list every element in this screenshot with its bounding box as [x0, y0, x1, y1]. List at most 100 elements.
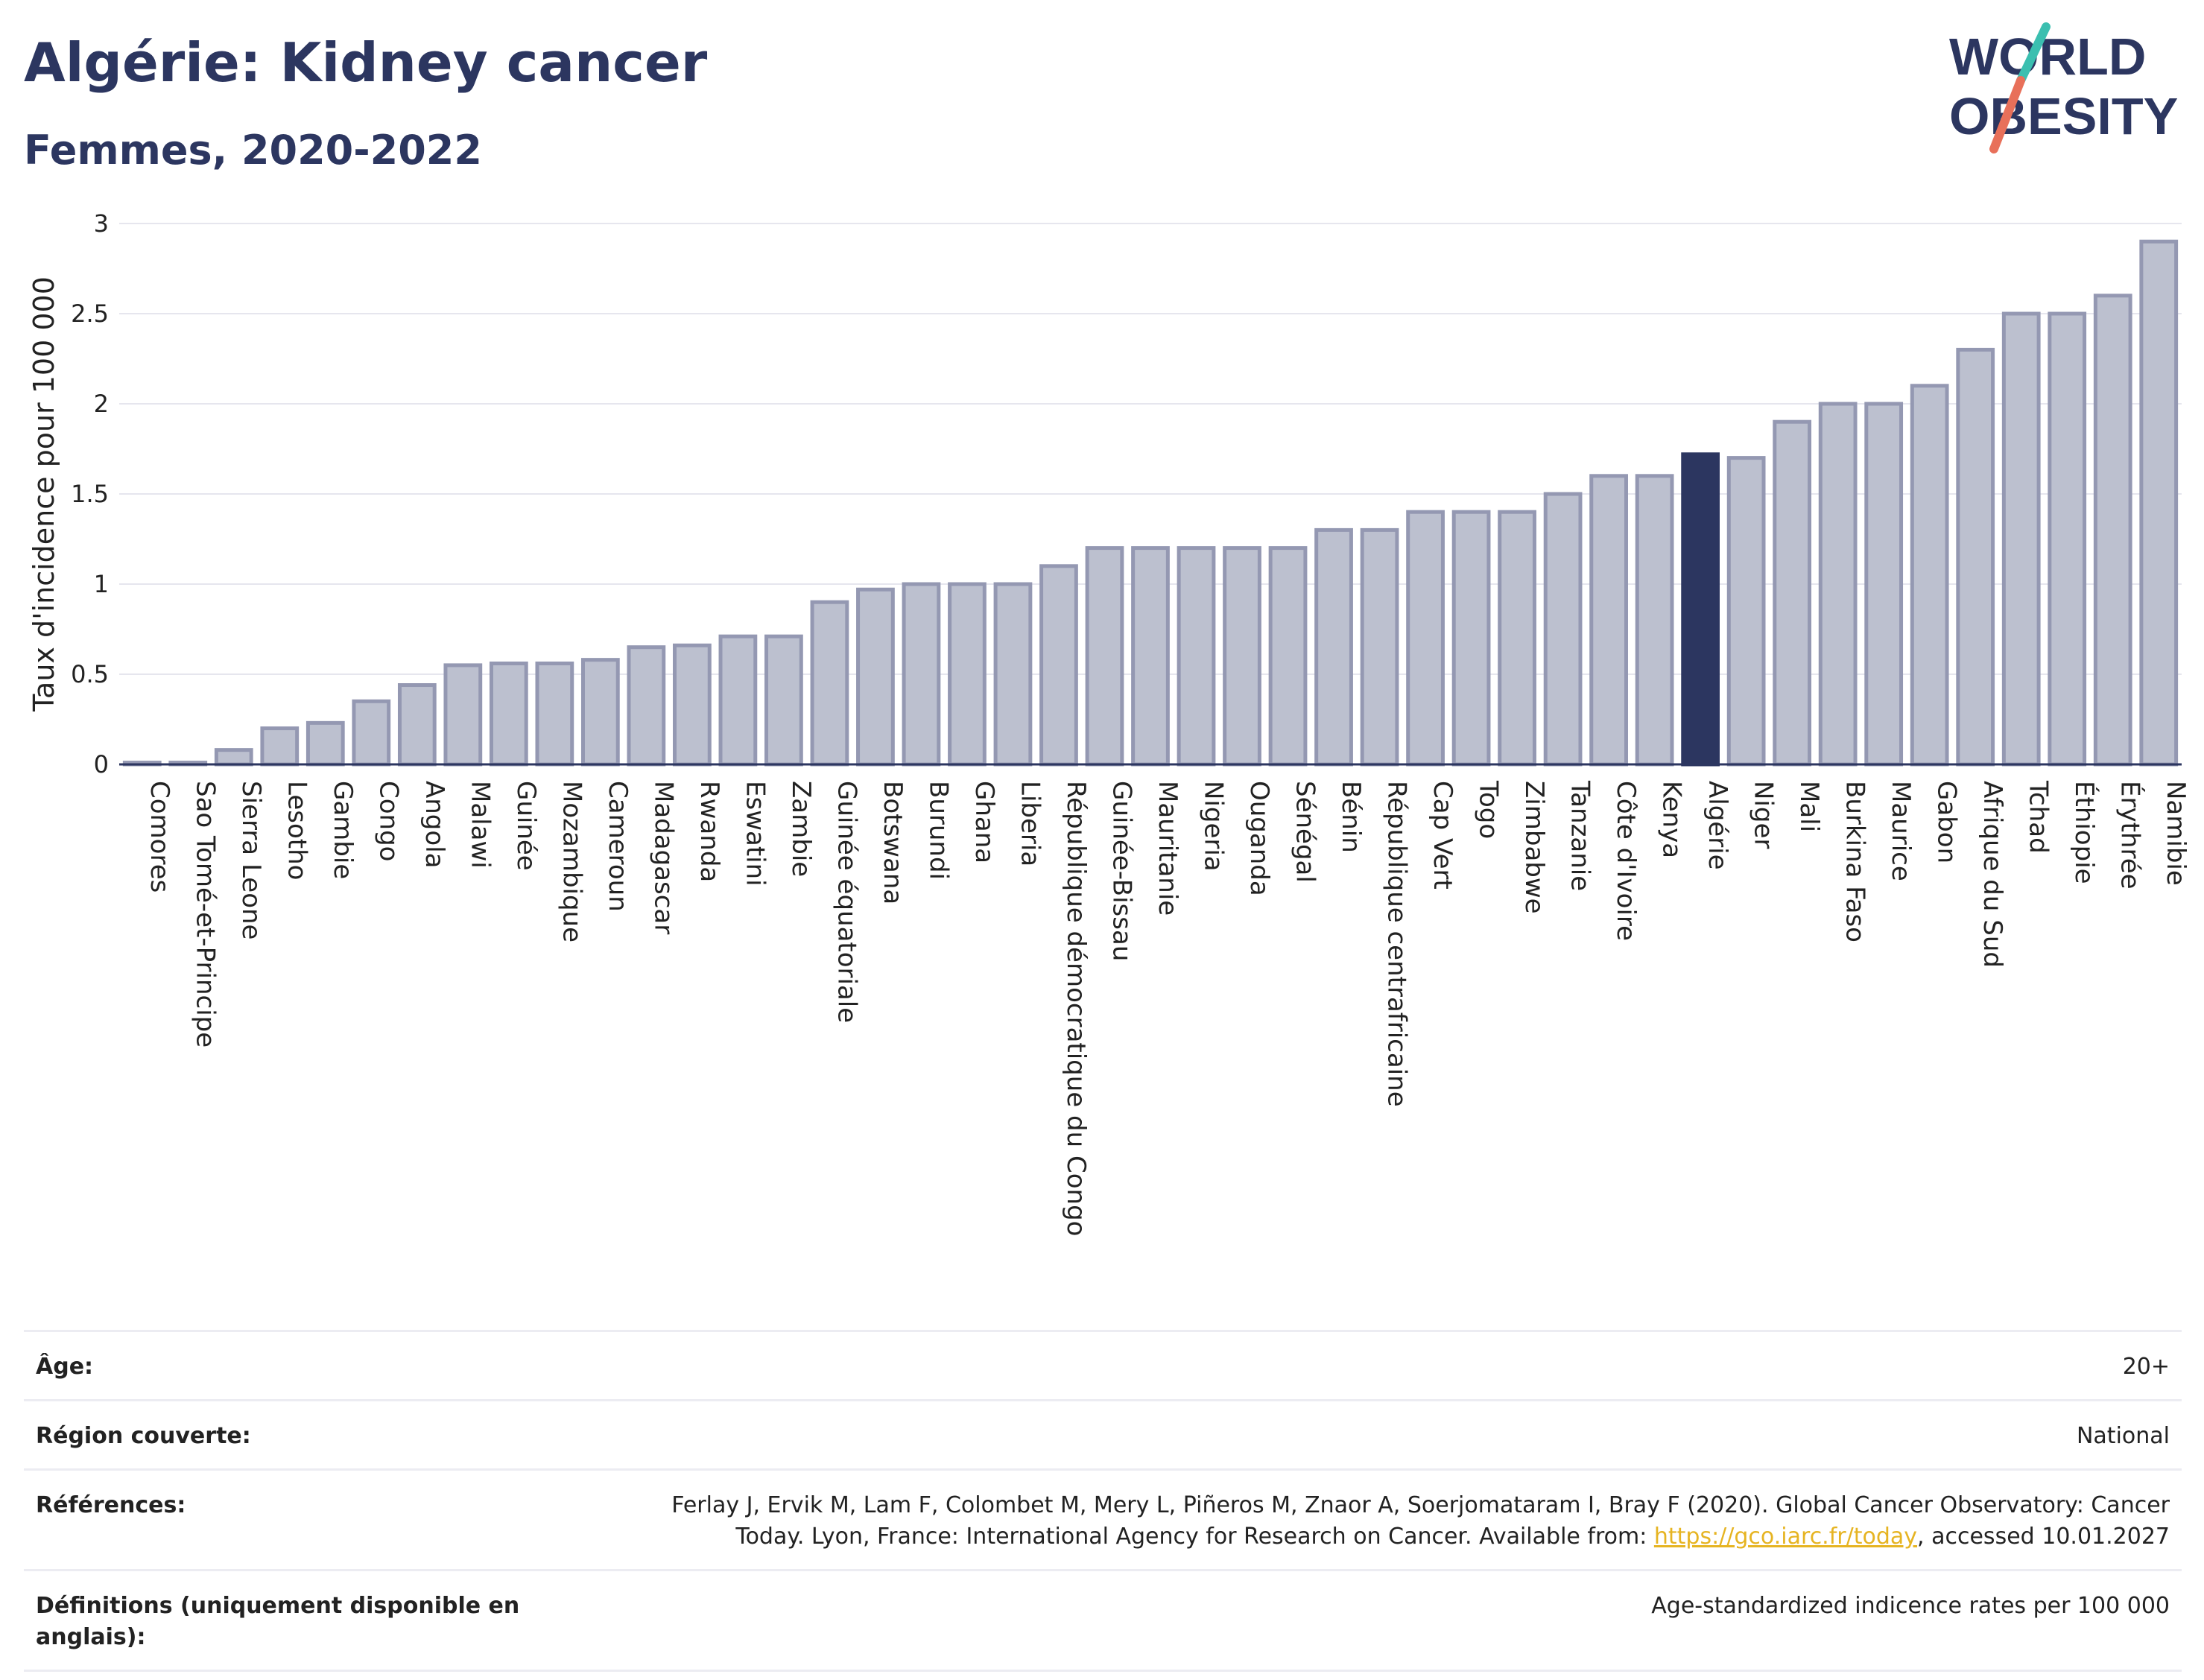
bar — [627, 645, 666, 767]
bar — [1864, 402, 1904, 767]
references-link[interactable]: https://gco.iarc.fr/today — [1653, 1524, 1918, 1550]
x-tick-label: Burkina Faso — [1840, 781, 1870, 942]
x-tick-label: Namibie — [2161, 781, 2191, 886]
x-tick-label: Érythrée — [2115, 781, 2146, 890]
bar — [260, 726, 300, 767]
x-tick-label: Ouganda — [1244, 781, 1274, 896]
info-label-definitions: Définitions (uniquement disponible en an… — [36, 1593, 520, 1650]
info-value-references: Ferlay J, Ervik M, Lam F, Colombet M, Me… — [605, 1490, 2170, 1553]
logo-slash-top — [2016, 22, 2051, 85]
bar — [489, 661, 528, 767]
x-tick-label: Congo — [373, 781, 403, 861]
bar — [214, 748, 253, 767]
y-tick-label: 2 — [94, 390, 109, 418]
x-tick-label: Cameroun — [603, 781, 633, 912]
x-tick-label: Côte d'Ivoire — [1611, 781, 1641, 941]
bar — [1910, 384, 1949, 767]
page-title: Algérie: Kidney cancer — [24, 31, 708, 94]
bar — [1635, 474, 1674, 767]
y-tick-label: 2.5 — [71, 299, 109, 328]
bar — [1726, 456, 1766, 767]
x-tick-label: Comores — [145, 781, 174, 893]
y-tick-label: 0.5 — [71, 660, 109, 688]
x-tick-label: Angola — [419, 781, 449, 868]
x-tick-label: Mozambique — [557, 781, 586, 942]
info-row-age: Âge: 20+ — [24, 1330, 2182, 1399]
logo-line1: WORLD — [1949, 28, 2146, 86]
bar-chart: 0 0.5 1 1.5 2 2.5 3 Taux d'incidence pour 100 0… — [28, 209, 2191, 1236]
x-tick-label: Kenya — [1657, 781, 1687, 858]
x-tick-label: République centrafricaine — [1382, 781, 1412, 1107]
info-label-age: Âge: — [36, 1354, 94, 1380]
y-tick-label: 0 — [94, 750, 109, 779]
x-tick-label: Gabon — [1932, 781, 1962, 863]
info-label-references: Références: — [36, 1492, 186, 1518]
info-table: Âge: 20+ Région couverte: National Référ… — [24, 1330, 2182, 1672]
bar — [1085, 546, 1124, 767]
y-axis-label: Taux d'incidence pour 100 000 — [28, 276, 60, 712]
bar — [856, 587, 895, 767]
x-tick-label: Sénégal — [1291, 781, 1320, 883]
info-value-definitions: Age-standardized indicence rates per 100… — [1651, 1593, 2170, 1619]
bar — [1681, 452, 1720, 767]
bar — [1498, 510, 1536, 767]
info-value-age: 20+ — [2122, 1354, 2170, 1380]
x-tick-label: Guinée — [511, 781, 541, 871]
bar — [2093, 294, 2132, 767]
x-tick-label: Mali — [1794, 781, 1824, 832]
x-tick-label: Botswana — [878, 781, 908, 904]
bar — [1451, 510, 1491, 767]
x-tick-label: Zambie — [786, 781, 816, 877]
bar — [1956, 347, 1995, 767]
bar — [580, 658, 620, 767]
bar — [1177, 546, 1216, 767]
x-tick-label: Maurice — [1886, 781, 1916, 881]
bar — [1268, 546, 1308, 767]
info-row-references: Références: Ferlay J, Ervik M, Lam F, Co… — [24, 1468, 2182, 1569]
x-tick-label: Éthiopie — [2069, 781, 2100, 884]
x-tick-label: Nigeria — [1199, 781, 1229, 872]
x-tick-label: Niger — [1749, 781, 1779, 849]
bar — [2001, 311, 2041, 767]
references-accessed: , accessed 10.01.2027 — [1917, 1524, 2170, 1550]
bar — [810, 600, 849, 767]
x-tick-label: Tchad — [2024, 780, 2053, 854]
info-row-region: Région couverte: National — [24, 1399, 2182, 1468]
bar — [902, 582, 941, 767]
references-text: Ferlay J, Ervik M, Lam F, Colombet M, Me… — [671, 1492, 2170, 1550]
x-tick-label: Togo — [1474, 780, 1504, 839]
info-label-region: Région couverte: — [36, 1423, 251, 1449]
logo-line2: OBESITY — [1949, 87, 2178, 145]
info-row-definitions: Définitions (uniquement disponible en an… — [24, 1569, 2182, 1672]
bar — [535, 661, 574, 767]
x-tick-label: République démocratique du Congo — [1061, 781, 1091, 1236]
bar — [1360, 527, 1399, 767]
bar — [1223, 546, 1261, 767]
bar — [1818, 402, 1858, 767]
x-tick-label: Guinée-Bissau — [1106, 781, 1136, 961]
x-tick-label: Sao Tomé-et-Principe — [190, 781, 220, 1047]
bar — [718, 634, 758, 767]
x-tick-label: Guinée équatoriale — [832, 781, 861, 1023]
y-tick-label: 1.5 — [71, 480, 109, 508]
bar — [305, 720, 345, 767]
bar — [1406, 510, 1445, 767]
bar — [993, 582, 1033, 767]
page-subtitle: Femmes, 2020-2022 — [24, 127, 482, 174]
x-tick-label: Mauritanie — [1153, 781, 1182, 916]
bar — [2048, 311, 2087, 767]
x-tick-label: Burundi — [923, 781, 953, 880]
x-tick-label: Cap Vert — [1428, 781, 1457, 890]
bar — [352, 699, 391, 767]
bar — [948, 582, 987, 767]
bar — [1131, 546, 1170, 767]
x-tick-label: Lesotho — [282, 781, 311, 880]
bar — [2139, 239, 2179, 767]
x-tick-label: Afrique du Sud — [1977, 781, 2007, 968]
bar — [1589, 474, 1628, 767]
bar — [1039, 564, 1078, 767]
info-value-region: National — [2076, 1423, 2170, 1449]
x-tick-label: Madagascar — [648, 781, 678, 934]
x-tick-label: Sierra Leone — [236, 781, 266, 939]
bar — [397, 683, 437, 767]
